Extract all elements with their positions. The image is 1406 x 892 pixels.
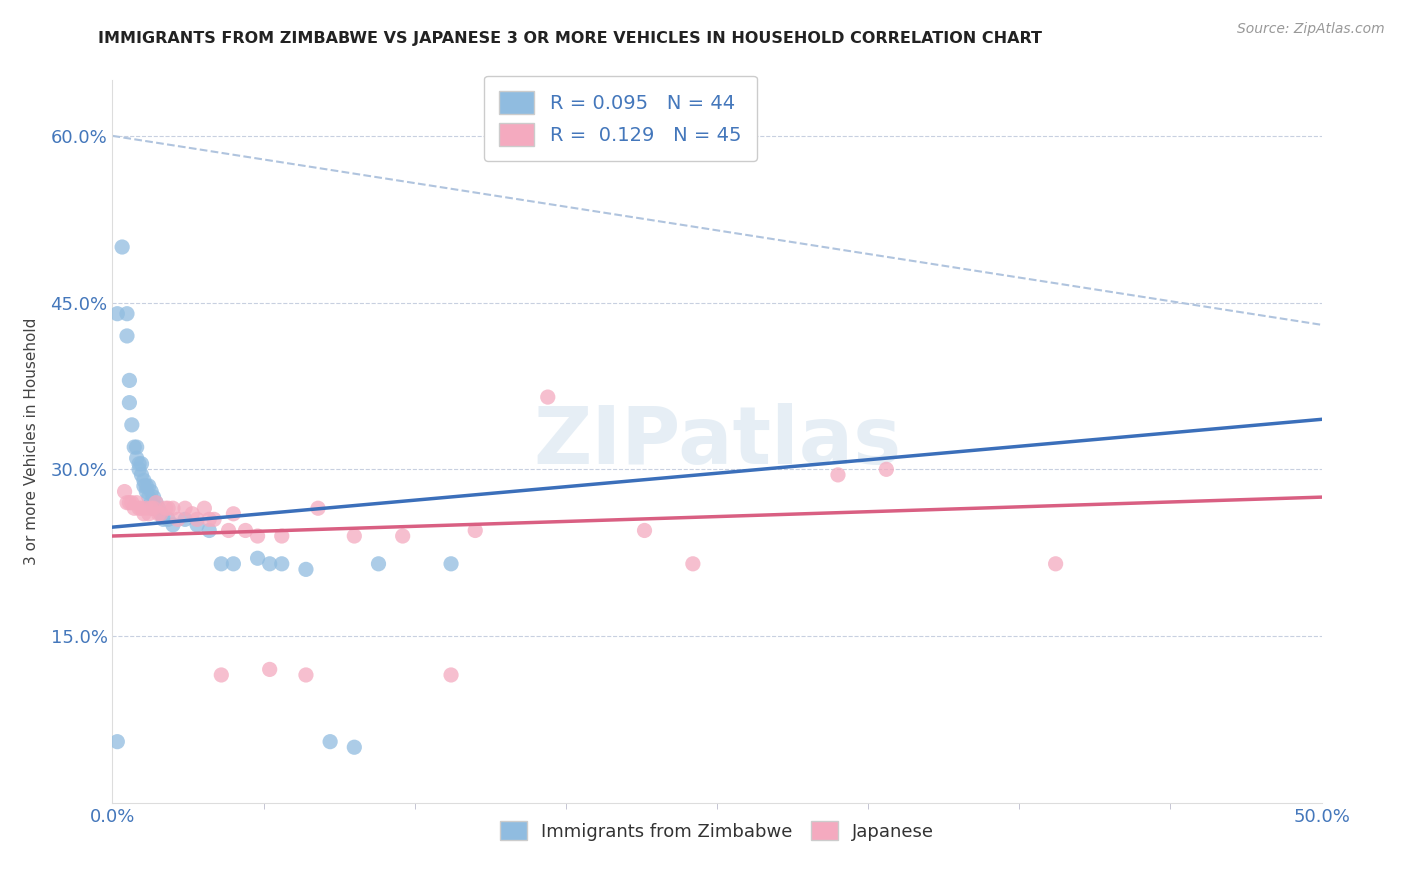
Point: [186, 517, 208, 532]
Text: ZIPatlas: ZIPatlas: [533, 402, 901, 481]
Point: [118, 496, 141, 510]
Point: [198, 524, 221, 538]
Point: [537, 390, 560, 404]
Point: [235, 524, 257, 538]
Point: [121, 417, 143, 432]
Point: [295, 668, 318, 682]
Point: [141, 496, 163, 510]
Point: [319, 734, 342, 748]
Point: [246, 529, 269, 543]
Point: [259, 557, 281, 571]
Point: [114, 484, 136, 499]
Point: [181, 507, 204, 521]
Point: [218, 524, 240, 538]
Point: [138, 507, 160, 521]
Point: [145, 496, 167, 510]
Point: [145, 496, 167, 510]
Point: [222, 507, 245, 521]
Point: [875, 462, 897, 476]
Point: [111, 240, 134, 254]
Point: [198, 512, 221, 526]
Point: [125, 440, 148, 454]
Point: [142, 501, 165, 516]
Point: [827, 467, 849, 482]
Point: [202, 512, 225, 526]
Point: [132, 474, 155, 488]
Point: [440, 557, 463, 571]
Point: [125, 496, 148, 510]
Point: [115, 307, 138, 321]
Point: [141, 501, 163, 516]
Point: [148, 507, 170, 521]
Point: [149, 507, 172, 521]
Point: [115, 496, 138, 510]
Point: [131, 467, 153, 482]
Point: [115, 329, 138, 343]
Point: [162, 501, 184, 516]
Point: [391, 529, 413, 543]
Point: [157, 512, 180, 526]
Point: [682, 557, 704, 571]
Point: [155, 501, 177, 516]
Point: [142, 501, 165, 516]
Point: [186, 512, 208, 526]
Point: [367, 557, 389, 571]
Point: [440, 668, 463, 682]
Point: [307, 501, 329, 516]
Point: [157, 501, 180, 516]
Y-axis label: 3 or more Vehicles in Household: 3 or more Vehicles in Household: [24, 318, 39, 566]
Point: [125, 451, 148, 466]
Point: [633, 524, 655, 538]
Point: [343, 529, 366, 543]
Point: [162, 517, 184, 532]
Point: [259, 662, 281, 676]
Point: [105, 734, 128, 748]
Point: [138, 490, 160, 504]
Point: [128, 501, 150, 516]
Point: [209, 557, 232, 571]
Point: [122, 501, 145, 516]
Point: [295, 562, 318, 576]
Point: [270, 529, 292, 543]
Point: [343, 740, 366, 755]
Point: [105, 307, 128, 321]
Point: [131, 501, 153, 516]
Point: [128, 457, 150, 471]
Point: [141, 484, 163, 499]
Point: [121, 496, 143, 510]
Point: [149, 507, 172, 521]
Point: [166, 512, 188, 526]
Point: [152, 512, 174, 526]
Point: [138, 479, 160, 493]
Point: [135, 484, 157, 499]
Point: [118, 395, 141, 409]
Point: [222, 557, 245, 571]
Point: [135, 479, 157, 493]
Point: [128, 462, 150, 476]
Point: [1045, 557, 1067, 571]
Point: [132, 507, 155, 521]
Point: [131, 457, 153, 471]
Point: [174, 512, 197, 526]
Point: [174, 501, 197, 516]
Point: [135, 501, 157, 516]
Legend: Immigrants from Zimbabwe, Japanese: Immigrants from Zimbabwe, Japanese: [492, 814, 942, 848]
Point: [118, 373, 141, 387]
Point: [132, 479, 155, 493]
Point: [246, 551, 269, 566]
Point: [122, 440, 145, 454]
Point: [270, 557, 292, 571]
Text: IMMIGRANTS FROM ZIMBABWE VS JAPANESE 3 OR MORE VEHICLES IN HOUSEHOLD CORRELATION: IMMIGRANTS FROM ZIMBABWE VS JAPANESE 3 O…: [98, 31, 1042, 46]
Point: [142, 490, 165, 504]
Point: [148, 501, 170, 516]
Point: [464, 524, 486, 538]
Text: Source: ZipAtlas.com: Source: ZipAtlas.com: [1237, 22, 1385, 37]
Point: [193, 501, 215, 516]
Point: [209, 668, 232, 682]
